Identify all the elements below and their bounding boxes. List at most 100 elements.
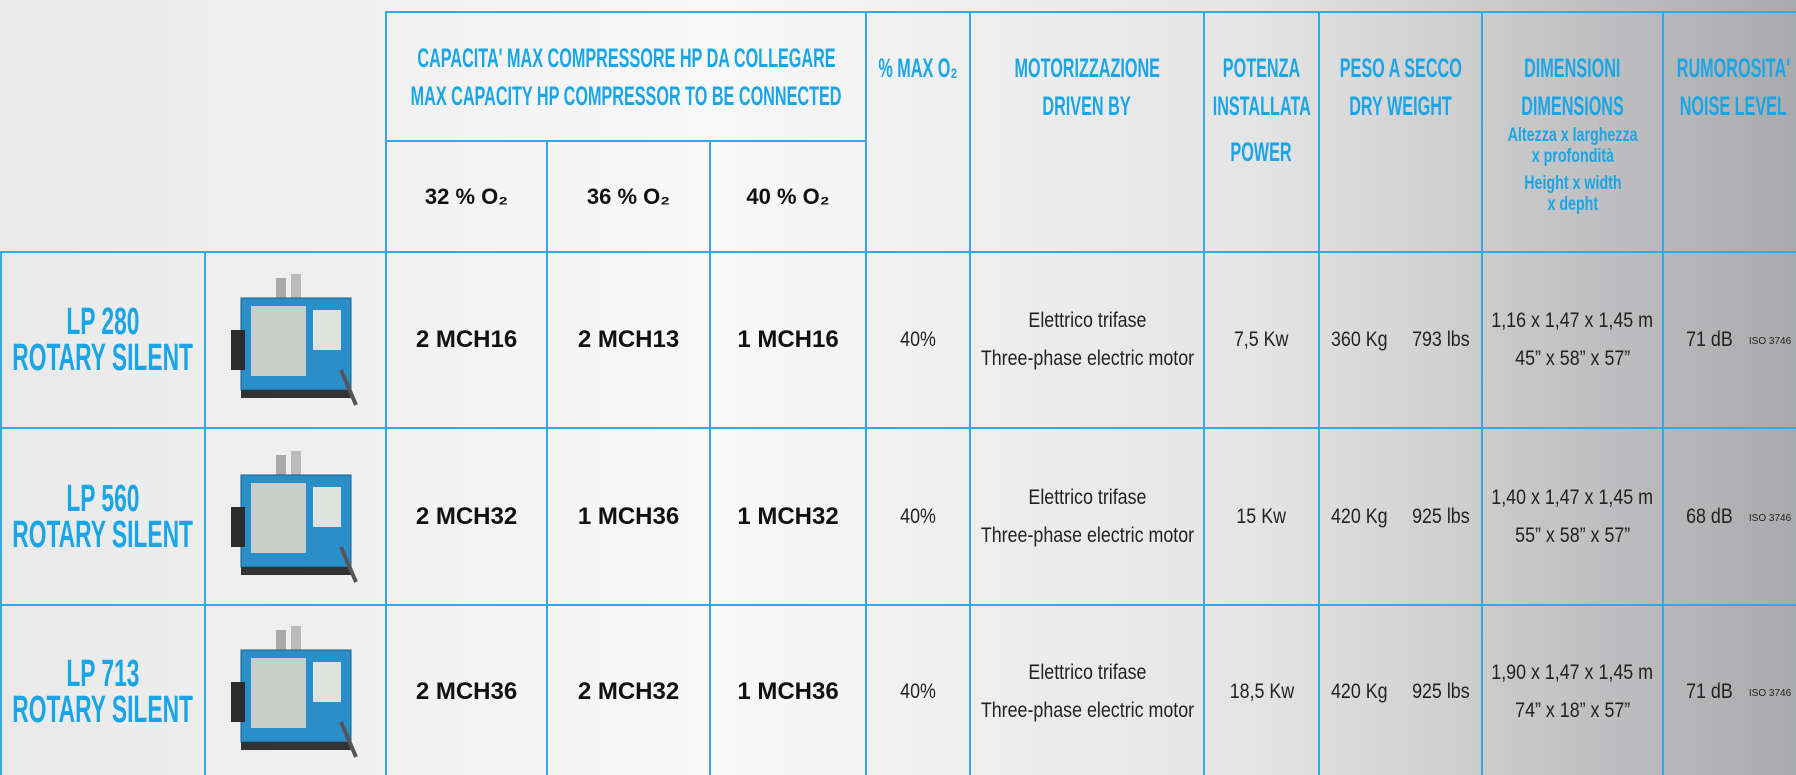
max-o2-cell: 40% <box>865 427 969 604</box>
power: 18,5 Kw <box>1229 679 1294 703</box>
product-image <box>230 450 358 583</box>
header-text: POWER <box>1230 137 1293 167</box>
drive: Elettrico trifase <box>1027 660 1147 684</box>
weight-cell: 420 Kg 925 lbs <box>1318 427 1481 604</box>
dimensions-cell: 1,40 x 1,47 x 1,45 m 55” x 58” x 57” <box>1481 427 1662 604</box>
dimensions: 74” x 18” x 57” <box>1514 698 1631 722</box>
header-subtext: x depht <box>1547 194 1598 215</box>
header-text: DRY WEIGHT <box>1349 91 1452 121</box>
dimensions: 55” x 58” x 57” <box>1514 523 1631 547</box>
compressor-cell: 1 MCH36 <box>709 604 865 775</box>
dimensions: 1,90 x 1,47 x 1,45 m <box>1491 660 1654 684</box>
header-subtext: Altezza x larghezza <box>1507 125 1638 146</box>
header-text: % MAX O₂ <box>878 53 958 83</box>
model-name: LP 560 <box>66 477 140 520</box>
header-subtext: x profondità <box>1531 146 1614 167</box>
noise: 71 dB <box>1686 328 1733 351</box>
noise: 68 dB <box>1686 504 1733 528</box>
compressor: 1 MCH16 <box>737 326 839 353</box>
dimensions-cell: 1,16 x 1,47 x 1,45 m 45” x 58” x 57” <box>1481 251 1662 427</box>
drive: Three-phase electric motor <box>980 698 1194 722</box>
header-subtext: Height x width <box>1523 173 1622 194</box>
header-text: MAX CAPACITY HP COMPRESSOR TO BE CONNECT… <box>410 80 842 111</box>
header-dimensions: DIMENSIONI DIMENSIONS Altezza x larghezza x… <box>1481 11 1662 251</box>
compressor: 1 MCH36 <box>577 502 680 530</box>
model-cell: LP 280 ROTARY SILENT <box>0 251 204 427</box>
dimensions-cell: 1,90 x 1,47 x 1,45 m 74” x 18” x 57” <box>1481 604 1662 775</box>
header-weight: PESO A SECCO DRY WEIGHT <box>1318 11 1481 251</box>
max-o2-cell: 40% <box>865 251 969 427</box>
dimensions: 45” x 58” x 57” <box>1514 347 1631 370</box>
noise-cell: 68 dB ISO 3746 <box>1662 427 1796 604</box>
noise-standard: ISO 3746 <box>1748 512 1792 524</box>
header-text: RUMOROSITA' <box>1676 53 1790 83</box>
oxygen-label: 32 % O₂ <box>424 183 509 209</box>
model-cell: LP 713 ROTARY SILENT <box>0 604 204 775</box>
header-text: INSTALLATA <box>1212 91 1311 121</box>
image-cell <box>204 604 385 775</box>
weight: 420 Kg <box>1331 504 1388 528</box>
oxygen-label: 40 % O₂ <box>746 183 830 209</box>
image-cell <box>204 427 385 604</box>
compressor-cell: 2 MCH13 <box>546 251 709 427</box>
weight: 793 lbs <box>1412 328 1470 351</box>
compressor: 2 MCH36 <box>415 677 518 705</box>
compressor: 2 MCH32 <box>415 502 518 530</box>
compressor-cell: 1 MCH16 <box>709 251 865 427</box>
max-o2: 40% <box>900 504 936 528</box>
compressor-cell: 2 MCH32 <box>546 604 709 775</box>
compressor: 2 MCH32 <box>577 677 680 705</box>
header-text: POTENZA <box>1222 53 1301 83</box>
compressor: 2 MCH16 <box>415 326 518 353</box>
oxygen-label: 36 % O₂ <box>586 183 671 209</box>
header-text: NOISE LEVEL <box>1679 91 1787 121</box>
drive-cell: Elettrico trifase Three-phase electric mo… <box>969 251 1203 427</box>
max-o2: 40% <box>900 328 936 351</box>
drive: Three-phase electric motor <box>980 347 1194 370</box>
max-o2-cell: 40% <box>865 604 969 775</box>
model-name: ROTARY SILENT <box>12 688 194 731</box>
model-name: ROTARY SILENT <box>12 513 194 556</box>
compressor-cell: 2 MCH16 <box>385 251 546 427</box>
header-text: CAPACITA' MAX COMPRESSORE HP DA COLLEGAR… <box>416 42 836 73</box>
compressor: 1 MCH32 <box>737 502 839 530</box>
header-oxygen: 40 % O₂ <box>709 140 865 251</box>
compressor: 1 MCH36 <box>737 677 839 705</box>
header-text: DRIVEN BY <box>1042 91 1132 121</box>
dimensions: 1,40 x 1,47 x 1,45 m <box>1491 485 1654 509</box>
header-text: PESO A SECCO <box>1339 53 1462 83</box>
weight: 925 lbs <box>1412 679 1470 703</box>
noise-cell: 71 dB ISO 3746 <box>1662 251 1796 427</box>
compressor-cell: 1 MCH32 <box>709 427 865 604</box>
power-cell: 15 Kw <box>1203 427 1318 604</box>
header-text: DIMENSIONS <box>1521 91 1624 121</box>
noise: 71 dB <box>1686 679 1733 703</box>
image-cell <box>204 251 385 427</box>
weight: 360 Kg <box>1331 328 1388 351</box>
header-oxygen: 32 % O₂ <box>385 140 546 251</box>
power: 15 Kw <box>1236 504 1287 528</box>
weight: 925 lbs <box>1412 504 1470 528</box>
header-power: POTENZA INSTALLATA POWER <box>1203 11 1318 251</box>
model-name: LP 713 <box>66 652 140 695</box>
drive: Three-phase electric motor <box>980 523 1194 547</box>
compressor-cell: 2 MCH32 <box>385 427 546 604</box>
header-max-o2: % MAX O₂ <box>865 11 969 251</box>
compressor: 2 MCH13 <box>577 326 680 353</box>
noise-standard: ISO 3746 <box>1748 336 1792 347</box>
weight-cell: 420 Kg 925 lbs <box>1318 604 1481 775</box>
power: 7,5 Kw <box>1234 328 1289 351</box>
drive-cell: Elettrico trifase Three-phase electric mo… <box>969 604 1203 775</box>
product-image <box>230 625 358 758</box>
header-oxygen: 36 % O₂ <box>546 140 709 251</box>
compressor-cell: 1 MCH36 <box>546 427 709 604</box>
max-o2: 40% <box>900 679 936 703</box>
header-capacity: CAPACITA' MAX COMPRESSORE HP DA COLLEGAR… <box>385 11 865 140</box>
model-cell: LP 560 ROTARY SILENT <box>0 427 204 604</box>
drive-cell: Elettrico trifase Three-phase electric mo… <box>969 427 1203 604</box>
drive: Elettrico trifase <box>1027 309 1147 332</box>
noise-standard: ISO 3746 <box>1748 687 1792 699</box>
header-text: DIMENSIONI <box>1524 53 1621 83</box>
header-text: MOTORIZZAZIONE <box>1014 53 1160 83</box>
model-name: ROTARY SILENT <box>12 337 194 379</box>
